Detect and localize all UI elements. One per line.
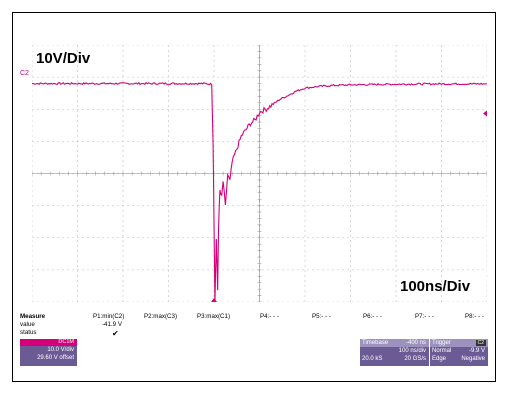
param-p4[interactable]: P4:- - - — [260, 313, 279, 320]
channel-descriptor-box[interactable]: DC1M 10.0 V/div 29.60 V offset — [20, 339, 77, 366]
channel-header: DC1M — [20, 339, 77, 346]
trigger-label: Trigger — [432, 340, 451, 346]
channel-coupling-tag: DC1M — [58, 339, 74, 345]
timebase-label: Timebase — [362, 340, 389, 346]
channel-marker: C2 — [20, 70, 29, 77]
param-p2[interactable]: P2:max(C3) — [144, 313, 178, 320]
waveform-marks — [32, 81, 487, 302]
trigger-descriptor-box[interactable]: Trigger C2 Normal -9.9 V Edge Negative — [430, 339, 488, 366]
timebase-descriptor-box[interactable]: Timebase -400 ns 100 ns/div 20.0 kS 20 G… — [360, 339, 429, 366]
value-row-label: value — [20, 321, 35, 328]
timebase-rate: 20 GS/s — [404, 356, 426, 362]
timebase-delay: -400 ns — [405, 340, 426, 346]
timebase-tdiv: 100 ns/div — [398, 348, 426, 354]
trigger-mode: Normal — [432, 348, 452, 354]
param-p8[interactable]: P8:- - - — [465, 313, 484, 320]
trigger-level: -9.9 V — [468, 348, 485, 354]
status-row-label: status — [20, 329, 37, 336]
trigger-type: Edge — [432, 356, 447, 362]
vertical-scale-label: 10V/Div — [36, 50, 91, 67]
horizontal-scale-label: 100ns/Div — [400, 278, 471, 295]
p1-status-check-icon: ✔ — [112, 329, 119, 338]
waveform-trace-c2 — [32, 81, 487, 302]
trigger-channel-tag: C2 — [475, 340, 486, 346]
param-p7[interactable]: P7:- - - — [415, 313, 434, 320]
param-p5[interactable]: P5:- - - — [312, 313, 331, 320]
measure-title[interactable]: Measure — [20, 313, 46, 320]
p1-value: -41.9 V — [102, 321, 122, 328]
channel-offset: 29.60 V offset — [37, 355, 74, 361]
param-p6[interactable]: P6:- - - — [363, 313, 382, 320]
graticule — [32, 45, 487, 302]
measure-table: Measure P1:min(C2) P2:max(C3) P3:max(C1)… — [20, 313, 488, 339]
trigger-slope: Negative — [461, 356, 485, 362]
channel-vdiv: 10.0 V/div — [47, 347, 74, 353]
waveform-plot — [32, 45, 487, 302]
waveform-display[interactable] — [32, 45, 487, 302]
trigger-level-marker — [483, 110, 487, 117]
param-p3[interactable]: P3:max(C1) — [197, 313, 231, 320]
param-p1[interactable]: P1:min(C2) — [93, 313, 125, 320]
timebase-samples: 20.0 kS — [362, 356, 383, 362]
trigger-position-marker — [211, 298, 217, 302]
